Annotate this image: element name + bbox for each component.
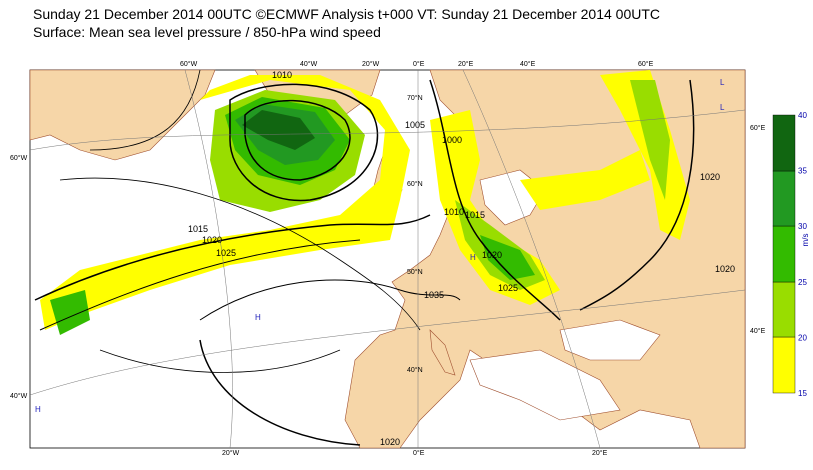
graticule-label: 60°N	[407, 180, 423, 188]
isobar-label: 1020	[202, 235, 222, 245]
isobar-label: 1020	[482, 250, 502, 260]
seas	[469, 169, 661, 421]
graticule-label: 40°W	[10, 392, 28, 400]
graticule-label: 0°E	[413, 449, 425, 457]
graticule-label: 50°N	[407, 268, 423, 276]
isobar-label: 1015	[465, 210, 485, 220]
title: Sunday 21 December 2014 00UTC ©ECMWF Ana…	[33, 6, 660, 22]
colorbar-band	[772, 170, 796, 227]
isobar-label: 1025	[498, 283, 518, 293]
colorbar-tick-label: 20	[798, 333, 807, 342]
graticule-label: 60°W	[180, 60, 198, 68]
isobar-label: 1020	[700, 172, 720, 182]
graticule-label: 60°E	[750, 124, 766, 132]
graticule-label: 20°E	[458, 60, 474, 68]
colorbar-band	[772, 225, 796, 283]
isobar-label: 1005	[405, 120, 425, 130]
colorbar-tick-label: 15	[798, 389, 807, 398]
graticule-label: 40°W	[300, 60, 318, 68]
graticule-label: 20°W	[362, 60, 380, 68]
graticule-label: 20°E	[592, 449, 608, 457]
graticule-label: 40°E	[750, 327, 766, 335]
isobar-label: 1010	[444, 207, 464, 217]
graticule-label: 0°E	[413, 60, 425, 68]
graticule	[29, 69, 746, 449]
subtitle: Surface: Mean sea level pressure / 850-h…	[33, 24, 381, 40]
colorbar-band	[772, 114, 796, 172]
colorbar-tick-label: 30	[798, 222, 807, 231]
isobar-label: 1035	[424, 290, 444, 300]
graticule-label: 60°W	[10, 154, 28, 162]
map-area	[29, 69, 746, 449]
isobar-label: 1025	[216, 248, 236, 258]
colorbar-band	[772, 281, 796, 338]
isobar-label: 1000	[442, 135, 462, 145]
pressure-center: L	[720, 103, 725, 112]
isobar-label: 1020	[380, 437, 400, 447]
colorbar-tick-label: 40	[798, 111, 807, 120]
isobars	[34, 69, 695, 446]
pressure-center: H	[35, 405, 41, 414]
graticule-label: 60°E	[638, 60, 654, 68]
graticule-label: 20°W	[222, 449, 240, 457]
colorbar-tick-label: 35	[798, 167, 807, 176]
graticule-label: 40°E	[520, 60, 536, 68]
isobar-label: 1010	[272, 70, 292, 80]
colorbar-tick-label: 25	[798, 278, 807, 287]
pressure-center: L	[720, 78, 725, 87]
graticule-label: 70°N	[407, 94, 423, 102]
isobar-label: 1015	[188, 224, 208, 234]
isobar-label: 1020	[715, 264, 735, 274]
colorbar: m/s	[772, 114, 810, 394]
colorbar-band	[772, 336, 796, 394]
pressure-center: H	[255, 313, 261, 322]
graticule-label: 40°N	[407, 366, 423, 374]
colorbar-unit: m/s	[801, 234, 810, 247]
pressure-center: H	[470, 253, 476, 262]
